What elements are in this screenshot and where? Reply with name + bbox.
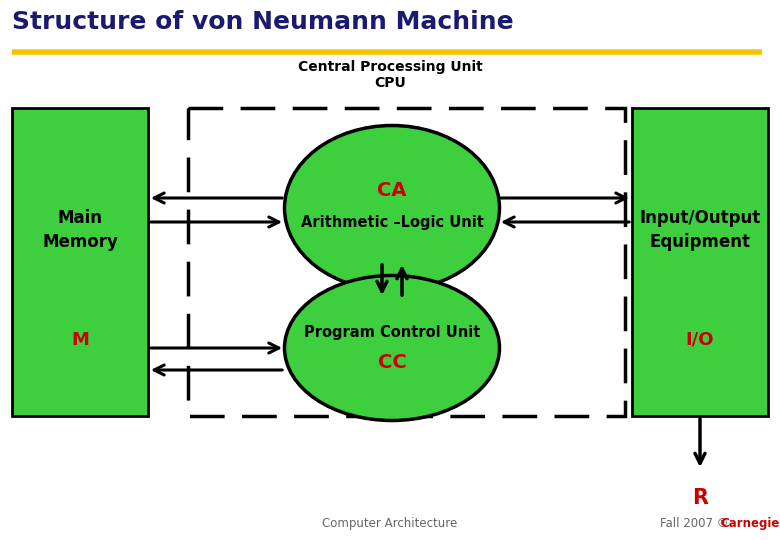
Text: I/O: I/O bbox=[686, 331, 714, 349]
Ellipse shape bbox=[285, 275, 499, 421]
Text: CPU: CPU bbox=[374, 76, 406, 90]
Text: Central Processing Unit: Central Processing Unit bbox=[298, 60, 482, 74]
Text: M: M bbox=[71, 331, 89, 349]
Bar bbox=[12, 108, 148, 416]
Text: Structure of von Neumann Machine: Structure of von Neumann Machine bbox=[12, 10, 513, 34]
Text: Fall 2007 ®: Fall 2007 ® bbox=[660, 517, 729, 530]
Text: CarnegieMellon: CarnegieMellon bbox=[720, 517, 780, 530]
Text: Computer Architecture: Computer Architecture bbox=[322, 517, 458, 530]
Text: Arithmetic –Logic Unit: Arithmetic –Logic Unit bbox=[300, 215, 484, 231]
Text: R: R bbox=[692, 488, 708, 508]
Text: Program Control Unit: Program Control Unit bbox=[304, 326, 480, 341]
Text: CA: CA bbox=[378, 180, 406, 199]
Bar bbox=[632, 108, 768, 416]
Ellipse shape bbox=[285, 125, 499, 291]
Text: Input/Output
Equipment: Input/Output Equipment bbox=[640, 209, 760, 251]
Text: Main
Memory: Main Memory bbox=[42, 209, 118, 251]
Text: CC: CC bbox=[378, 354, 406, 373]
